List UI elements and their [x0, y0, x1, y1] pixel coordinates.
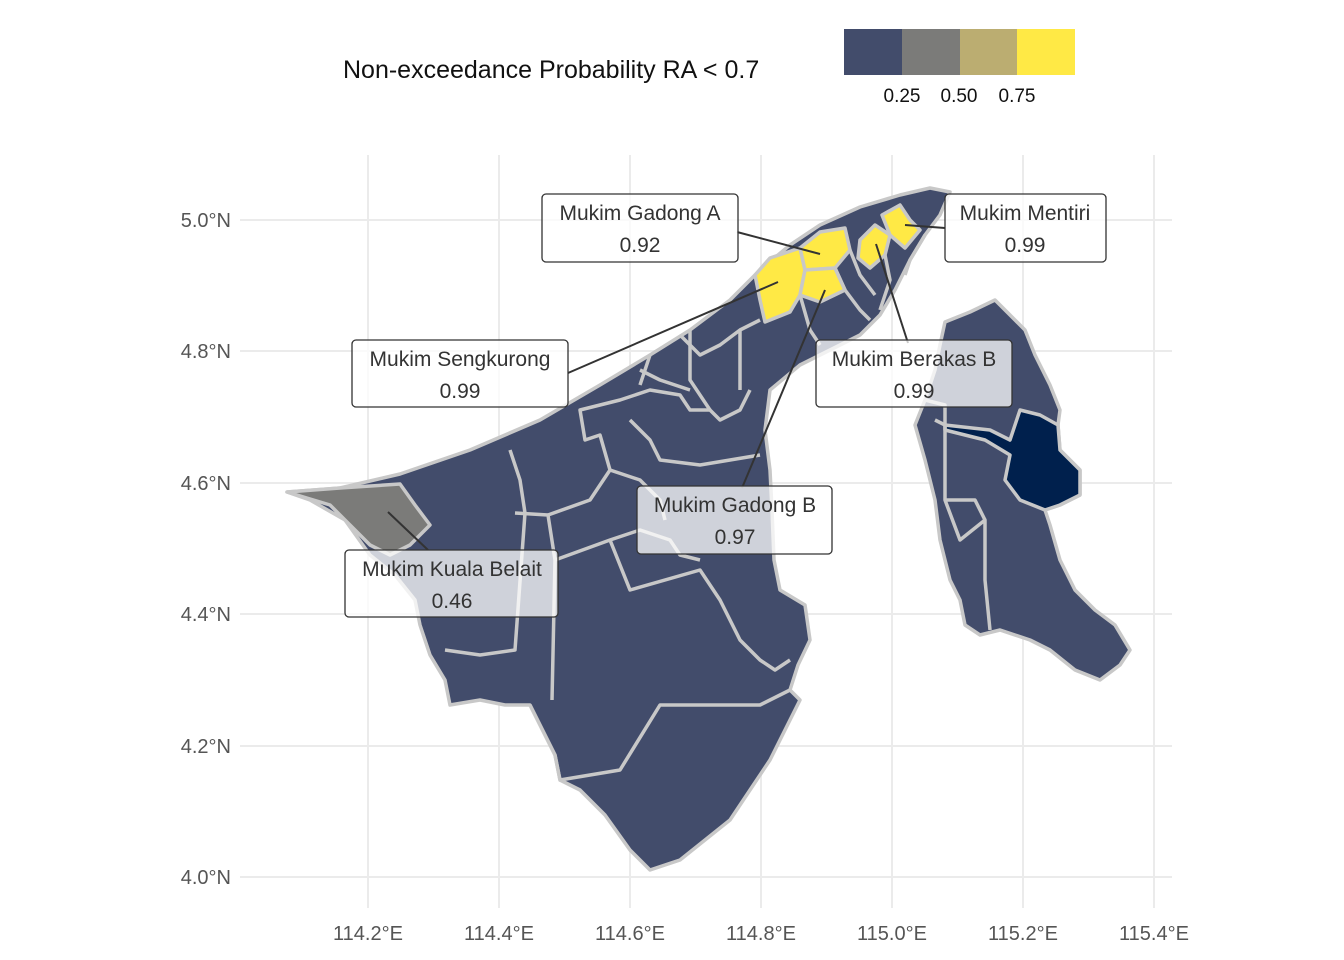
x-tick-label: 115.0°E	[857, 923, 927, 945]
y-tick-label: 4.6°N	[181, 473, 231, 495]
y-axis: 5.0°N 4.8°N 4.6°N 4.4°N 4.2°N 4.0°N	[181, 210, 231, 889]
callout-mukim-gadong-a: Mukim Gadong A 0.92	[541, 193, 739, 263]
region-west-brunei	[285, 186, 952, 872]
y-tick-label: 4.4°N	[181, 604, 231, 626]
legend-color-3	[959, 29, 1018, 75]
callout-name: Mukim Gadong A	[559, 202, 720, 225]
legend-tick: 0.25	[883, 86, 921, 107]
x-tick-label: 114.8°E	[726, 923, 796, 945]
callout-name: Mukim Berakas B	[832, 348, 997, 371]
callout-mukim-gadong-b: Mukim Gadong B 0.97	[636, 485, 833, 555]
y-tick-label: 4.0°N	[181, 867, 231, 889]
legend-color-2	[901, 29, 960, 75]
callout-value: 0.99	[440, 380, 481, 403]
region-dark-highlight	[943, 408, 1082, 512]
x-tick-label: 114.2°E	[333, 923, 403, 945]
y-tick-label: 4.2°N	[181, 736, 231, 758]
x-tick-label: 114.6°E	[595, 923, 665, 945]
region-mukim-gadong-b	[798, 266, 847, 304]
callout-name: Mukim Kuala Belait	[362, 558, 542, 581]
callout-value: 0.46	[432, 590, 473, 613]
y-tick-label: 5.0°N	[181, 210, 231, 232]
districts	[285, 186, 952, 872]
region-mukim-mentiri	[880, 203, 922, 250]
callout-value: 0.92	[620, 234, 661, 257]
internal-boundaries	[444, 234, 927, 782]
callout-name: Mukim Mentiri	[960, 202, 1091, 225]
callouts: Mukim Gadong A 0.92 Mukim Mentiri 0.99 M…	[344, 193, 1107, 618]
callout-value: 0.99	[1005, 234, 1046, 257]
y-tick-label: 4.8°N	[181, 341, 231, 363]
region-mukim-kuala-belait	[285, 482, 432, 557]
callout-value: 0.99	[894, 380, 935, 403]
callout-mukim-berakas-b: Mukim Berakas B 0.99	[815, 339, 1013, 408]
x-tick-label: 115.4°E	[1119, 923, 1189, 945]
x-tick-label: 114.4°E	[464, 923, 534, 945]
legend-title: Non-exceedance Probability RA < 0.7	[343, 56, 760, 84]
legend-color-1	[844, 29, 902, 75]
legend-tick: 0.50	[940, 86, 978, 107]
legend-color-4	[1017, 29, 1075, 75]
legend-tick: 0.75	[998, 86, 1036, 107]
callout-mukim-mentiri: Mukim Mentiri 0.99	[944, 193, 1107, 263]
callout-name: Mukim Gadong B	[654, 494, 816, 517]
callout-mukim-kuala-belait: Mukim Kuala Belait 0.46	[344, 549, 559, 618]
leader-lines	[387, 224, 946, 551]
callout-name: Mukim Sengkurong	[370, 348, 551, 371]
x-axis: 114.2°E 114.4°E 114.6°E 114.8°E 115.0°E …	[333, 923, 1189, 945]
callout-mukim-sengkurong: Mukim Sengkurong 0.99	[351, 339, 569, 408]
x-tick-label: 115.2°E	[988, 923, 1058, 945]
legend-colorbar	[844, 29, 1075, 75]
callout-value: 0.97	[715, 526, 756, 549]
